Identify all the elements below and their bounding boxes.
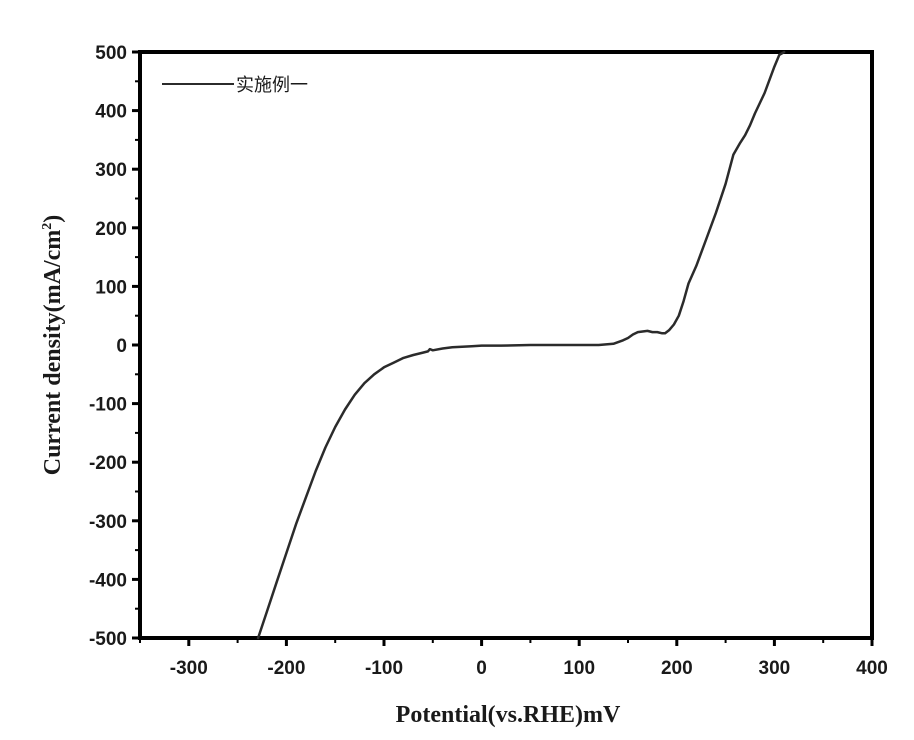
y-axis-label-close: ) bbox=[40, 215, 66, 223]
x-tick-label: 400 bbox=[856, 658, 888, 679]
y-axis-label-superscript: 2 bbox=[40, 223, 55, 230]
y-tick-label: 100 bbox=[95, 277, 127, 298]
x-tick-label: -300 bbox=[170, 658, 208, 679]
y-tick-label: -500 bbox=[89, 629, 127, 650]
series-line bbox=[256, 50, 786, 640]
y-tick-label: 300 bbox=[95, 160, 127, 181]
series-layer bbox=[256, 50, 786, 640]
y-tick-label: 500 bbox=[95, 43, 127, 64]
x-tick-label: 100 bbox=[563, 658, 595, 679]
y-tick-label: -100 bbox=[89, 395, 127, 416]
x-axis-label: Potential(vs.RHE)mV bbox=[396, 702, 621, 728]
x-tick-label: 0 bbox=[476, 658, 487, 679]
y-tick-label: 400 bbox=[95, 102, 127, 123]
y-axis-label: Current density(mA/cm2) bbox=[40, 215, 66, 476]
y-axis-label-main: Current density(mA/cm bbox=[40, 230, 66, 476]
x-tick-label: -200 bbox=[267, 658, 305, 679]
y-tick-label: -400 bbox=[89, 570, 127, 591]
ticks-layer: -300 -200 -100 0 100 200 300 400 -500 -400 -300 -20… bbox=[89, 43, 888, 679]
x-tick-label: -100 bbox=[365, 658, 403, 679]
y-tick-label: -200 bbox=[89, 453, 127, 474]
y-tick-label: 0 bbox=[116, 336, 127, 357]
legend-label: 实施例一 bbox=[236, 75, 308, 96]
legend: 实施例一 bbox=[162, 75, 308, 96]
x-tick-label: 200 bbox=[661, 658, 693, 679]
y-tick-label: 200 bbox=[95, 219, 127, 240]
x-tick-label: 300 bbox=[759, 658, 791, 679]
y-tick-label: -300 bbox=[89, 512, 127, 533]
